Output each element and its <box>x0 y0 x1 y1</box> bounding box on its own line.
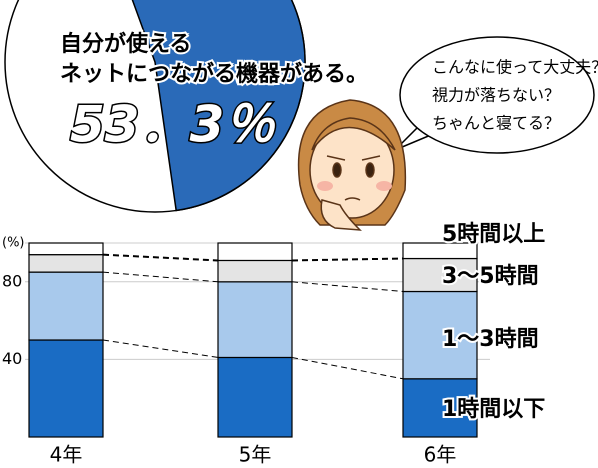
infographic: 自分が使えるネットにつながる機器がある。 53．3％ こんなに使って大丈夫？ 視力… <box>0 0 598 468</box>
connector-line <box>103 255 218 261</box>
eye <box>366 163 374 177</box>
bar-segment <box>218 260 292 281</box>
pie-annotation: 自分が使える <box>60 31 191 57</box>
bar-segment <box>29 340 103 437</box>
bar-segment <box>218 243 292 260</box>
y-axis-label: (%) <box>2 236 25 251</box>
bar-segment <box>29 255 103 272</box>
bar-chart: (%) 40 80 4年 5年 6年 1時間以下 1～3時間 3～5時間 5時間以上 <box>2 222 545 467</box>
connector-line <box>103 340 218 357</box>
bubble-text: こんなに使って大丈夫？ <box>432 58 598 77</box>
bar-segment <box>218 282 292 358</box>
x-tick-label: 6年 <box>424 443 457 467</box>
legend-label: 1～3時間 <box>442 327 539 352</box>
speech-bubble: こんなに使って大丈夫？ 視力が落ちない？ ちゃんと寝てる？ <box>395 37 598 153</box>
eye <box>333 163 341 177</box>
connector-line <box>292 259 403 261</box>
girl-illustration <box>299 100 406 230</box>
x-tick-label: 5年 <box>239 443 272 467</box>
bar-segment <box>218 357 292 437</box>
connector-line <box>292 357 403 378</box>
bar-segment <box>29 272 103 340</box>
x-tick-label: 4年 <box>50 443 83 467</box>
bar-segment <box>29 243 103 255</box>
connector-line <box>292 282 403 292</box>
y-tick-label: 80 <box>2 271 22 290</box>
bubble-text: 視力が落ちない？ <box>432 86 560 105</box>
connector-line <box>103 272 218 282</box>
y-tick-label: 40 <box>2 349 22 368</box>
pie-value-label: 53．3％ <box>70 96 276 154</box>
legend-label: 3～5時間 <box>442 264 539 289</box>
cheek <box>376 181 392 191</box>
page: 自分が使えるネットにつながる機器がある。 53．3％ こんなに使って大丈夫？ 視力… <box>0 0 598 468</box>
pie-annotation: ネットにつながる機器がある。 <box>60 61 368 87</box>
cheek <box>317 181 333 191</box>
legend-label: 5時間以上 <box>442 222 545 247</box>
bubble-text: ちゃんと寝てる？ <box>432 114 560 133</box>
legend-label: 1時間以下 <box>442 397 545 422</box>
